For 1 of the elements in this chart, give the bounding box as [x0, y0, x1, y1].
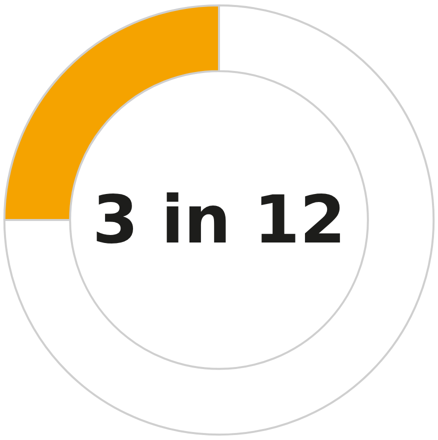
text: 3 in 12: [92, 182, 346, 258]
